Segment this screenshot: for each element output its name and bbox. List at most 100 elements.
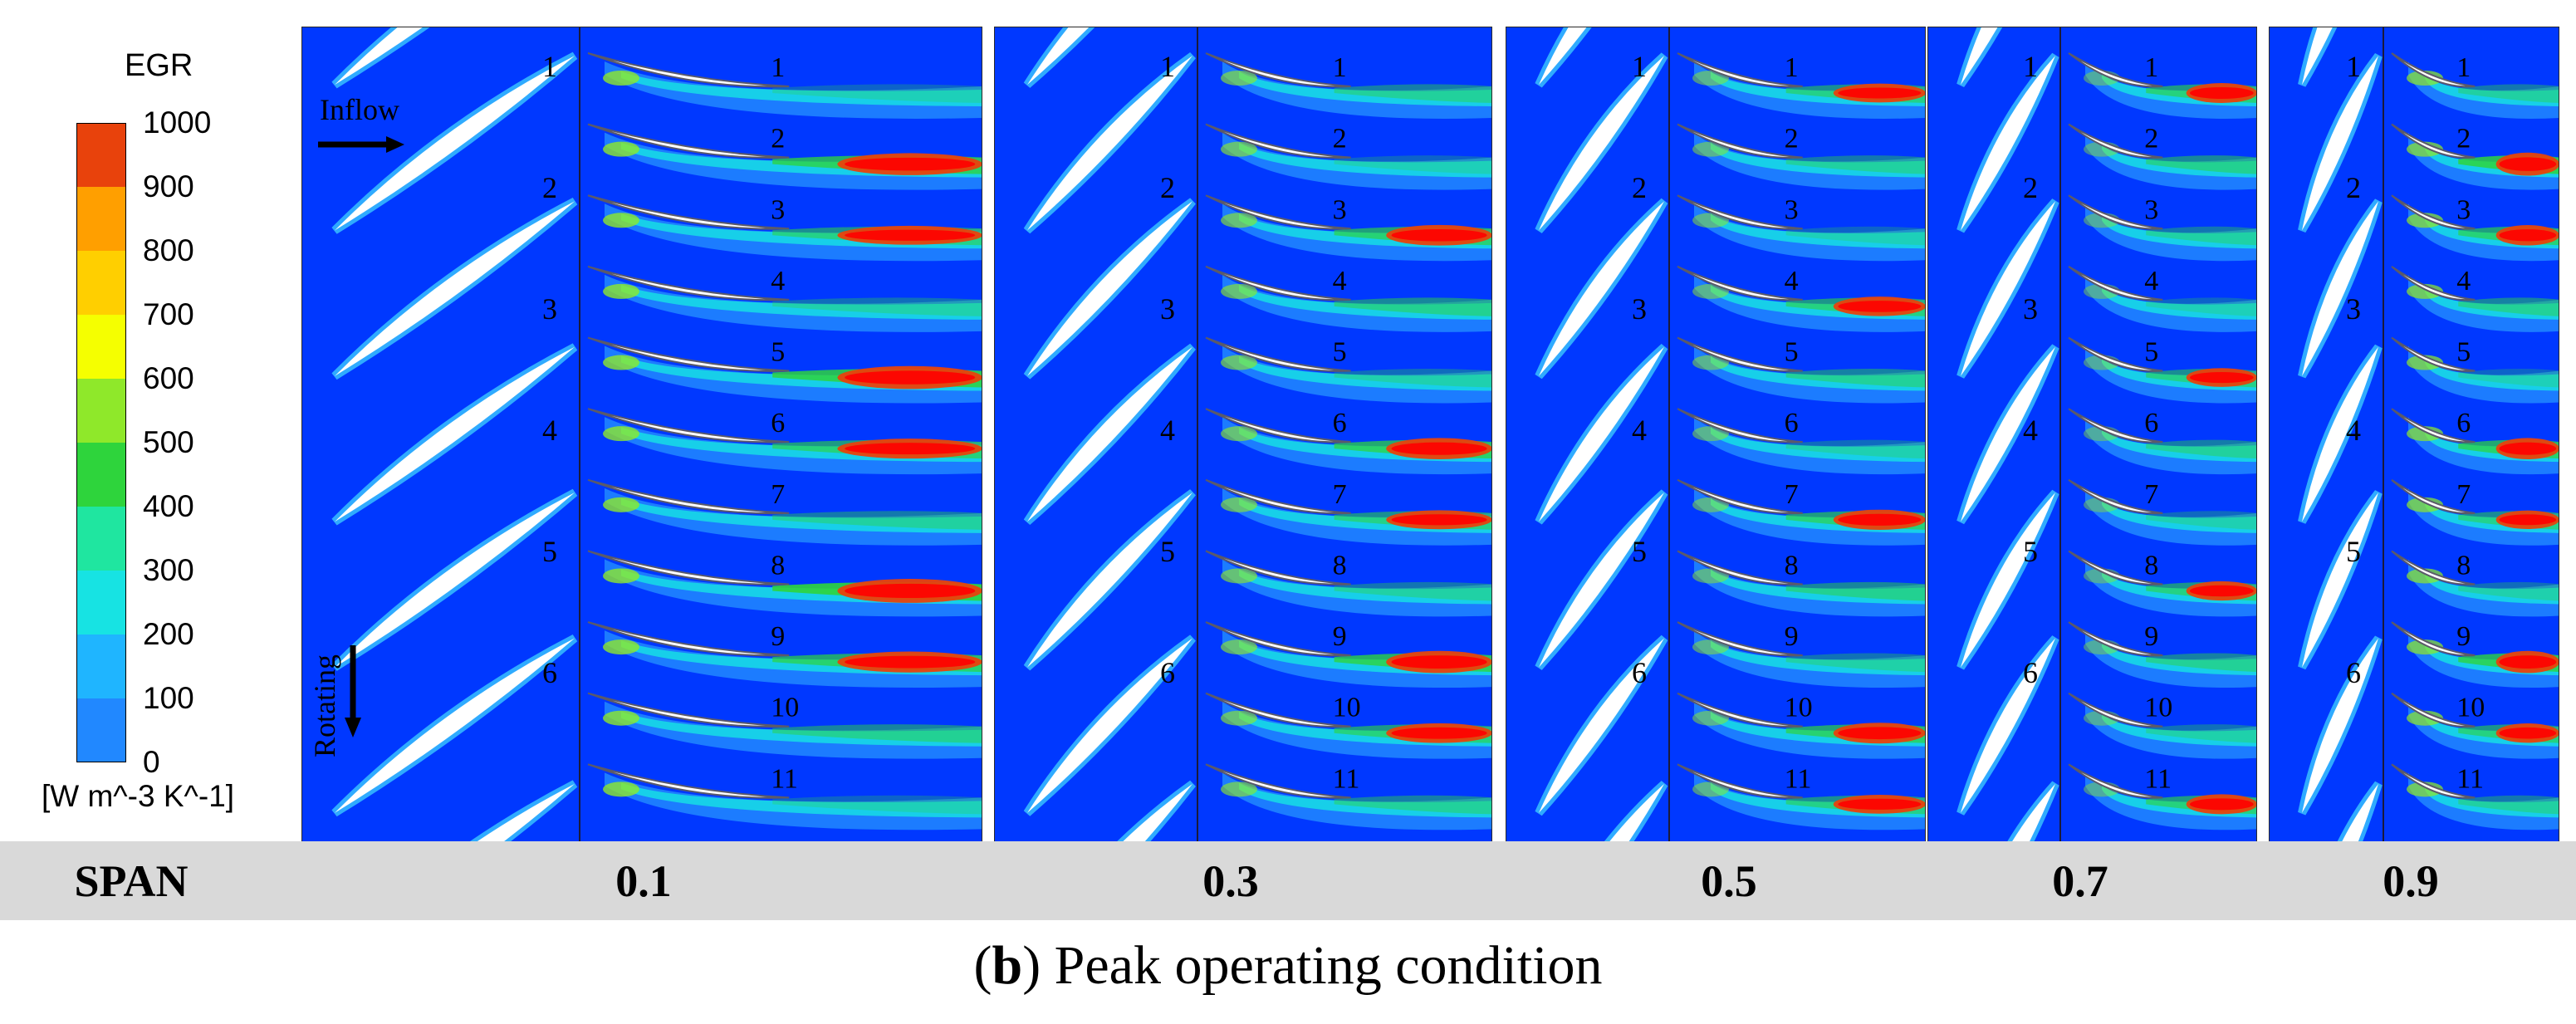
rotor-blade (2391, 763, 2476, 799)
colorbar-segment (76, 571, 126, 634)
contour-panel-span-0.3: 1 2 3 4 5 6 1 2 3 4 5 6 7 8 9 10 11 (994, 27, 1492, 842)
rotor-label: 4 (1785, 266, 1799, 296)
rotor-blade (2068, 478, 2163, 515)
stator-label: 4 (2023, 414, 2038, 447)
rotor-blade (587, 621, 790, 657)
stator-label: 5 (1160, 535, 1175, 568)
stator-label: 1 (1632, 50, 1647, 83)
rotor-label: 8 (2456, 550, 2471, 581)
rotor-blade (1677, 265, 1803, 301)
caption-text: Peak operating condition (1041, 935, 1603, 996)
rotor-wake (1221, 132, 1492, 190)
span-value-0.9: 0.9 (2383, 855, 2439, 906)
rotor-wake (603, 417, 982, 475)
stator-label: 4 (1632, 414, 1647, 447)
rotor-wake (603, 203, 982, 262)
stator-blade (331, 488, 578, 671)
stator-label: 2 (2346, 171, 2361, 204)
rotor-label: 2 (1333, 124, 1347, 154)
colorbar-tick-label: 800 (143, 233, 194, 267)
rotor-label: 4 (1333, 266, 1347, 296)
rotor-wake (1692, 61, 1926, 119)
rotor-label: 11 (1785, 763, 1812, 794)
rotor-label: 11 (1333, 763, 1360, 794)
span-value-0.1: 0.1 (615, 855, 672, 906)
rotor-blade (2391, 123, 2476, 159)
rotor-label: 10 (1333, 693, 1361, 723)
rotor-wake (2407, 417, 2559, 475)
colorbar-tick-label: 0 (143, 745, 160, 779)
rotor-wake (1221, 772, 1492, 830)
inflow-label: Inflow (320, 93, 399, 126)
rotor-label: 9 (2144, 621, 2158, 652)
rotor-wake (1221, 488, 1492, 546)
rotor-blade (1677, 194, 1803, 230)
rotor-blade (1677, 763, 1803, 799)
colorbar-title: EGR (125, 48, 193, 83)
stator-label: 2 (2023, 171, 2038, 204)
stator-blade (1956, 52, 2059, 233)
stator-label: 5 (542, 535, 557, 568)
rotor-wake (1692, 701, 1926, 759)
rotor-wake (2407, 772, 2559, 830)
stator-blade (1956, 198, 2059, 379)
rotor-wake (1221, 701, 1492, 759)
rotor-wake (1221, 559, 1492, 617)
colorbar-segment (76, 507, 126, 571)
colorbar-segment (76, 698, 126, 762)
rotor-label: 9 (1333, 621, 1347, 652)
stator-blade (331, 197, 578, 380)
rotor-wake (1692, 772, 1926, 830)
stator-blade (1535, 489, 1668, 670)
stator-blade (468, 780, 578, 842)
stator-label: 6 (2346, 656, 2361, 689)
rotor-wake (2084, 559, 2257, 617)
rotor-blade (2391, 52, 2476, 88)
rotor-label: 2 (2456, 124, 2471, 154)
rotor-label: 9 (771, 621, 785, 652)
figure-caption: (b) Peak operating condition (973, 935, 1603, 996)
stator-blade (2298, 635, 2383, 816)
rotor-wake (2407, 630, 2559, 688)
rotor-blade (2391, 266, 2476, 301)
stator-blade (2006, 781, 2059, 842)
rotor-label: 1 (1785, 52, 1799, 83)
rotor-wake (603, 772, 982, 830)
rotor-label: 11 (771, 763, 798, 794)
rotating-label: Rotating (308, 654, 341, 757)
rotor-label: 1 (771, 52, 785, 83)
contour-panel-span-0.1: 1 2 3 4 5 6 1 2 3 4 5 6 7 8 9 10 11 Inflow Rotating (301, 27, 982, 842)
colorbar-tick-label: 900 (143, 169, 194, 203)
rotor-label: 7 (1333, 479, 1347, 510)
rotor-wake (2407, 488, 2559, 546)
rotor-label: 6 (2456, 408, 2471, 439)
contour-panel-span-0.5: 1 2 3 4 5 6 1 2 3 4 5 6 7 8 9 10 11 (1506, 27, 1926, 842)
rotor-wake (1221, 630, 1492, 688)
rotor-blade (1205, 692, 1351, 728)
rotor-wake (2407, 345, 2559, 404)
rotor-wake (1221, 203, 1492, 262)
rotor-blade (2068, 266, 2163, 301)
rotor-label: 4 (2456, 266, 2471, 296)
rotor-blade (587, 265, 790, 301)
stator-blade (331, 343, 578, 526)
stator-label: 2 (1160, 171, 1175, 204)
rotor-blade (2068, 123, 2163, 159)
rotor-blade (587, 123, 790, 159)
colorbar-tick-label: 300 (143, 553, 194, 587)
rotor-label: 5 (2144, 337, 2158, 368)
rotor-blade (1205, 123, 1351, 159)
colorbar-segment (76, 634, 126, 698)
rotor-blade (1677, 692, 1803, 728)
span-value-0.3: 0.3 (1202, 855, 1259, 906)
rotor-blade (1205, 52, 1351, 88)
rotor-label: 6 (2144, 408, 2158, 439)
contour-panel-span-0.9: 1 2 3 4 5 6 1 2 3 4 5 6 7 8 9 10 11 (2269, 27, 2559, 842)
stator-blade (331, 51, 578, 234)
span-value-0.5: 0.5 (1701, 855, 1757, 906)
rotor-blade (2391, 408, 2476, 443)
rotor-blade (1677, 550, 1803, 585)
stator-label: 1 (542, 50, 557, 83)
rotor-blade (1205, 194, 1351, 230)
rotor-blade (587, 336, 790, 372)
